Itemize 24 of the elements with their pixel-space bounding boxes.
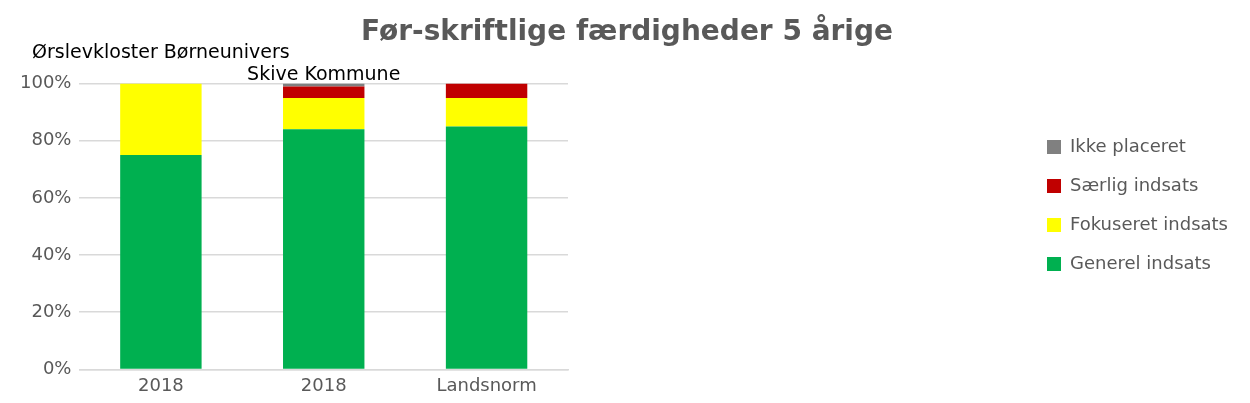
- legend-label: Fokuseret indsats: [1070, 212, 1229, 234]
- bar: [283, 97, 365, 130]
- x-tick-label: 2018: [300, 373, 347, 395]
- bar: [120, 83, 202, 156]
- legend-label: Særlig indsats: [1070, 173, 1199, 195]
- x-tick-label: 2018: [137, 373, 184, 395]
- text: Før-skriftlige færdigheder 5 årige: [361, 14, 893, 48]
- bar: [445, 126, 528, 369]
- text: Ørslevkloster Børneunivers: [32, 39, 290, 62]
- y-tick-label: 20%: [31, 299, 72, 321]
- bar: [120, 155, 202, 369]
- y-tick-label: 40%: [31, 242, 72, 264]
- x-tick-label: Landsnorm: [436, 373, 537, 395]
- y-tick-label: 60%: [31, 185, 72, 207]
- legend-label: Ikke placeret: [1070, 134, 1186, 156]
- annotation: Skive Kommune: [247, 61, 401, 84]
- y-tick-label: 100%: [19, 71, 72, 93]
- bar: [283, 129, 365, 369]
- bar: [283, 86, 365, 98]
- bar: [445, 83, 528, 98]
- y-tick-label: 80%: [31, 128, 72, 150]
- bar: [445, 97, 528, 127]
- y-tick-label: 0%: [42, 357, 72, 379]
- legend-label: Generel indsats: [1070, 251, 1212, 273]
